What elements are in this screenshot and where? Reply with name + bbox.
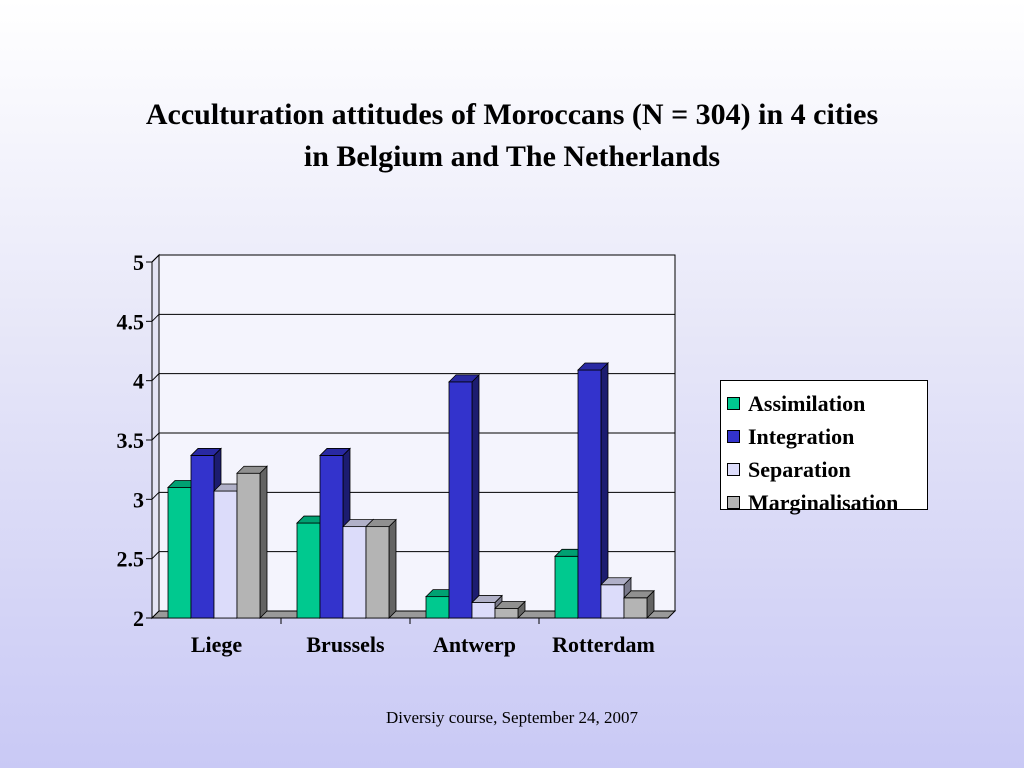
legend-label-separation: Separation [748,456,851,482]
gridline-2 [151,491,675,500]
y-tick-label-3: 3.5 [117,428,145,453]
chart-legend: Assimilation Integration Separation Marg… [720,380,928,515]
gridline-6 [151,254,675,263]
bar-top-antwerp-marginalisation [494,601,526,609]
bar-side-liege-marginalisation [259,465,268,619]
legend-label-assimilation: Assimilation [748,390,866,416]
bar-top-rotterdam-integration [577,362,609,371]
gridline-4 [151,373,675,382]
bar-antwerp-separation [471,602,496,619]
bar-liege-separation [213,490,238,619]
bar-top-antwerp-separation [471,595,503,603]
gridline-3 [151,432,675,441]
bar-rotterdam-separation [600,584,625,619]
bar-liege-integration [190,455,215,619]
legend-item-marginalisation: Marginalisation [727,486,927,519]
x-tick-label-rotterdam: Rotterdam [552,632,655,657]
bar-top-liege-integration [190,448,222,456]
bar-rotterdam-marginalisation [623,597,648,619]
legend-swatch-assimilation [727,397,740,410]
bar-top-brussels-integration [319,448,351,456]
x-tick-label-brussels: Brussels [306,632,385,657]
gridline-1 [151,551,675,560]
bar-top-brussels-marginalisation [365,519,397,528]
slide-title: Acculturation attitudes of Moroccans (N … [62,94,962,178]
y-tick-label-2: 3 [133,487,144,512]
gridline-5 [151,313,675,322]
legend-label-integration: Integration [748,423,855,449]
y-tick-label-1: 2.5 [117,547,145,572]
y-tick-label-0: 2 [133,606,144,631]
x-tick-label-liege: Liege [191,632,243,657]
legend-item-integration: Integration [727,420,927,453]
bar-antwerp-marginalisation [494,608,519,619]
bar-top-antwerp-integration [448,374,480,383]
bar-rotterdam-assimilation [554,555,579,619]
bar-rotterdam-integration [577,369,602,619]
title-line-1: Acculturation attitudes of Moroccans (N … [145,98,879,131]
bar-brussels-marginalisation [365,526,390,619]
bar-antwerp-assimilation [425,596,450,619]
bar-brussels-assimilation [296,522,321,619]
legend-swatch-separation [727,463,740,476]
legend-item-separation: Separation [727,453,927,486]
bar-top-rotterdam-separation [600,577,632,586]
bar-top-liege-marginalisation [236,465,268,474]
legend-item-assimilation: Assimilation [727,387,927,420]
title-line-2: in Belgium and The Netherlands [303,140,721,173]
bar-top-rotterdam-marginalisation [623,590,655,599]
x-tick-label-antwerp: Antwerp [433,632,516,657]
footer-text: Diversiy course, September 24, 2007 [385,708,639,727]
y-tick-label-6: 5 [133,250,144,275]
legend-label-marginalisation: Marginalisation [748,489,899,515]
bar-brussels-separation [342,526,367,619]
bar-side-brussels-marginalisation [388,518,397,619]
legend-swatch-marginalisation [727,496,740,509]
y-tick-label-4: 4 [133,369,144,394]
y-tick-label-5: 4.5 [117,309,145,334]
legend-swatch-integration [727,430,740,443]
bar-liege-assimilation [167,487,192,619]
bar-antwerp-integration [448,381,473,619]
bar-brussels-integration [319,455,344,619]
bar-liege-marginalisation [236,472,261,619]
bar-side-antwerp-integration [471,373,480,619]
